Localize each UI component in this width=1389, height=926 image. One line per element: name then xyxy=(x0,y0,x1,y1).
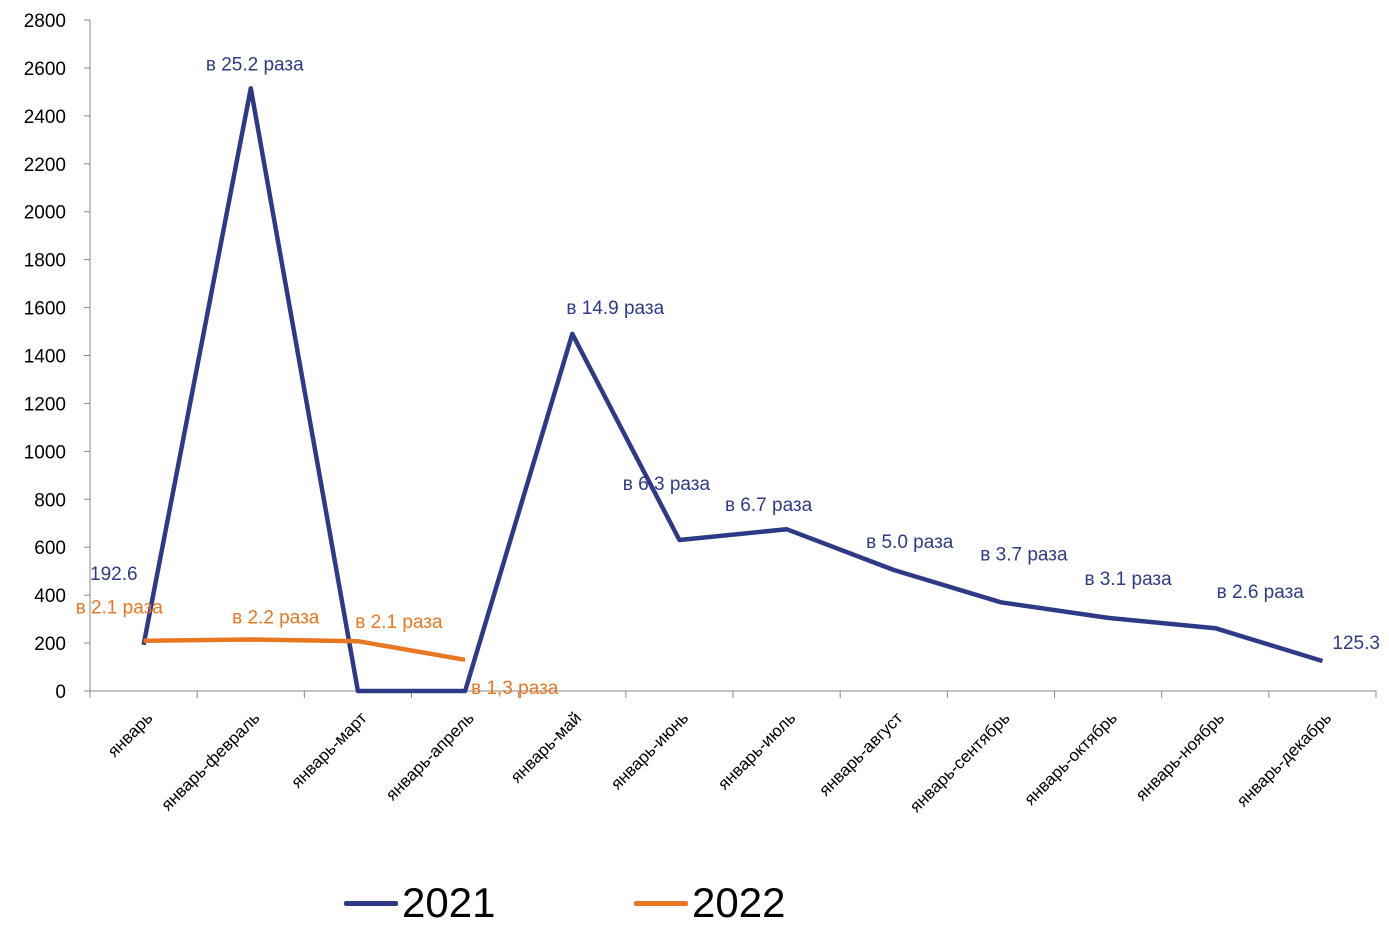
y-tick-label: 600 xyxy=(34,538,66,559)
y-tick-label: 2200 xyxy=(24,155,66,176)
legend-swatch-2021 xyxy=(344,900,398,906)
legend-item-2022: 2022 xyxy=(634,880,785,926)
x-tick-label: январь-ноябрь xyxy=(1132,708,1228,804)
x-tick-label: январь-август xyxy=(815,708,906,799)
x-tick-label: январь-май xyxy=(507,708,585,786)
y-tick-label: 400 xyxy=(34,586,66,607)
x-tick-label: январь-февраль xyxy=(157,708,263,814)
y-tick-label: 2400 xyxy=(24,107,66,128)
data-label-2021: в 6.3 раза xyxy=(623,474,711,495)
x-tick-label: январь-декабрь xyxy=(1233,708,1335,810)
x-tick-label: январь xyxy=(104,708,157,761)
series-line-2022 xyxy=(143,637,466,663)
y-tick-label: 0 xyxy=(55,682,66,703)
y-tick-label: 1600 xyxy=(24,299,66,320)
y-tick-label: 1400 xyxy=(24,347,66,368)
data-label-2021: в 3.7 раза xyxy=(980,544,1068,565)
legend-label-2022: 2022 xyxy=(692,879,786,926)
data-label-2021: в 2.6 раза xyxy=(1217,582,1305,603)
x-tick-label: январь-июнь xyxy=(607,708,692,793)
y-tick-label: 2800 xyxy=(24,11,66,32)
data-label-2022: в 2.1 раза xyxy=(76,598,164,619)
data-label-2021: 192.6 xyxy=(90,564,138,585)
y-tick-label: 800 xyxy=(34,490,66,511)
legend-label-2021: 2021 xyxy=(402,879,496,926)
y-tick-label: 2000 xyxy=(24,203,66,224)
legend-item-2021: 2021 xyxy=(344,880,495,926)
legend-swatch-2022 xyxy=(634,900,688,906)
data-label-2021: в 3.1 раза xyxy=(1084,569,1172,590)
x-tick-label: январь-март xyxy=(287,708,370,791)
data-label-2021: в 6.7 раза xyxy=(725,495,813,516)
y-tick-label: 1000 xyxy=(24,442,66,463)
data-label-2022: в 2.2 раза xyxy=(232,607,320,628)
data-label-2021: в 25.2 раза xyxy=(206,54,304,75)
x-tick-label: январь-сентябрь xyxy=(906,708,1014,816)
x-tick-label: январь-июль xyxy=(714,708,799,793)
y-tick-label: 2600 xyxy=(24,59,66,80)
line-chart: 0 200 400 600 800 1000 1200 1400 1600 1800 2000 220… xyxy=(24,11,1380,816)
series-line-2021 xyxy=(141,86,1324,694)
y-tick-label: 1800 xyxy=(24,251,66,272)
data-label-2021: в 14.9 раза xyxy=(566,298,664,319)
data-label-2021: 125.3 xyxy=(1332,633,1380,654)
y-tick-label: 200 xyxy=(34,634,66,655)
legend: 2021 2022 xyxy=(0,880,1389,926)
data-label-2021: в 5.0 раза xyxy=(866,532,954,553)
x-tick-label: январь-апрель xyxy=(382,708,478,804)
data-label-2022: в 2.1 раза xyxy=(355,612,443,633)
x-tick-label: январь-октябрь xyxy=(1021,708,1121,808)
y-tick-label: 1200 xyxy=(24,394,66,415)
data-label-2022: в 1,3 раза xyxy=(471,678,559,699)
